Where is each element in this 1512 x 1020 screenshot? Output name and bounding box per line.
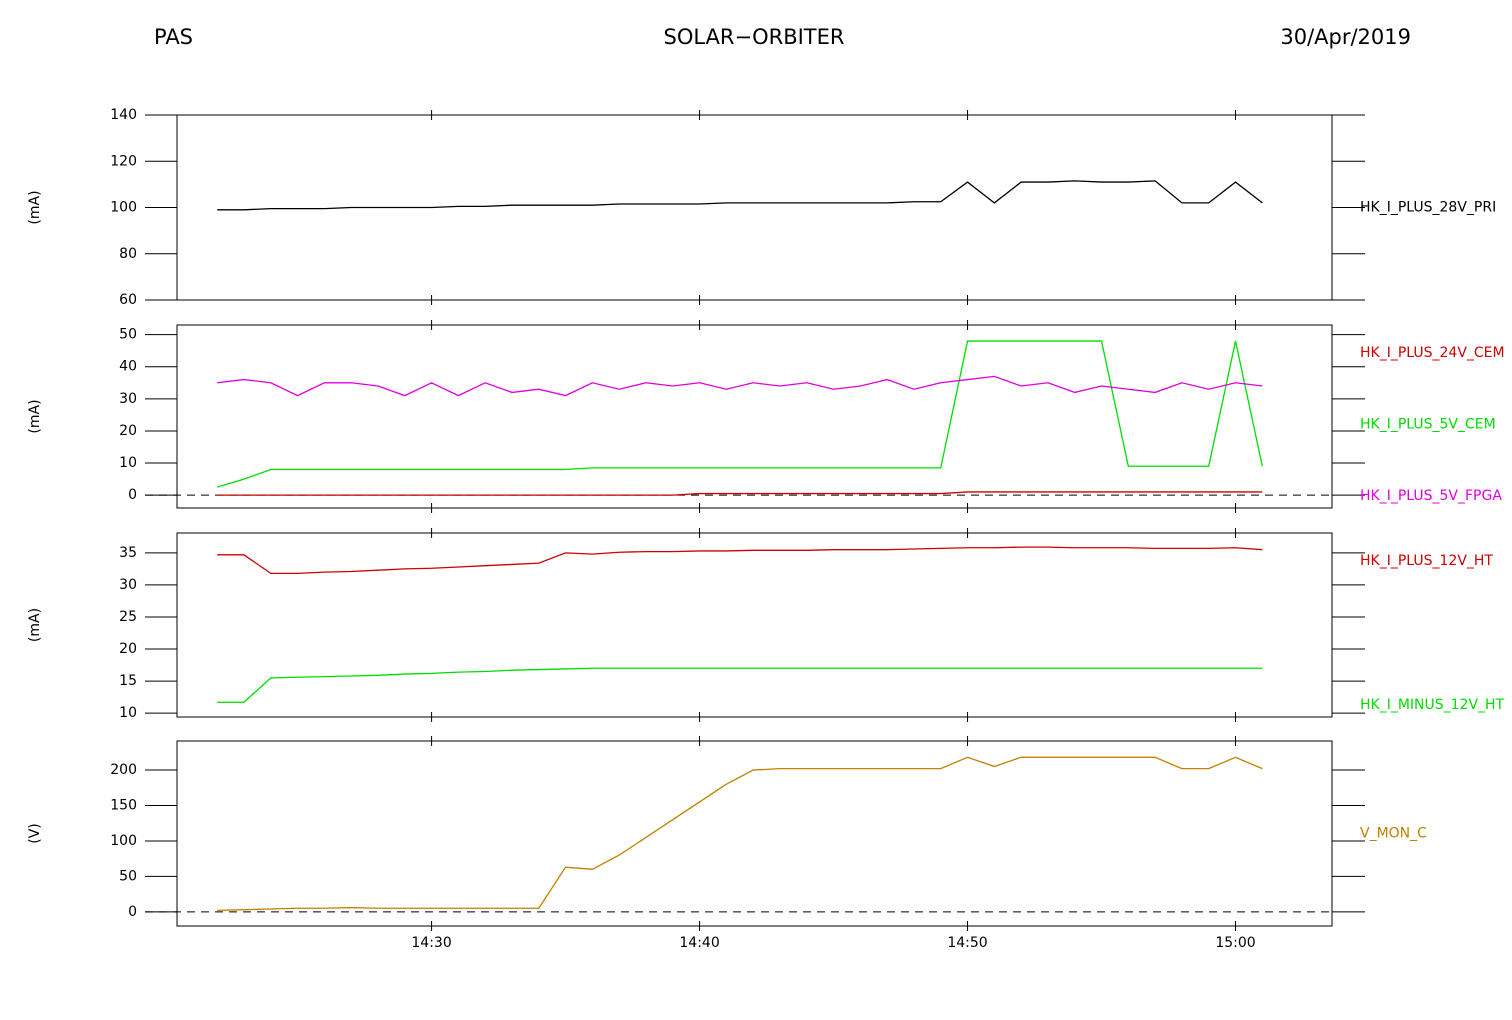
legend-entry: HK_I_PLUS_5V_FPGA [1360, 488, 1502, 504]
y-axis-label: (mA) [27, 190, 43, 224]
header-center: SOLAR−ORBITER [663, 25, 844, 49]
y-tick-label: 200 [110, 762, 137, 778]
y-tick-label: 20 [119, 423, 137, 439]
legend-entry: HK_I_PLUS_24V_CEM [1360, 345, 1505, 361]
y-tick-label: 15 [119, 673, 137, 689]
x-tick-label: 14:50 [947, 935, 987, 951]
legend-entry: HK_I_PLUS_12V_HT [1360, 553, 1493, 569]
y-tick-label: 120 [110, 153, 137, 169]
series-line [217, 756, 1263, 912]
y-tick-label: 30 [119, 391, 137, 407]
y-tick-label: 20 [119, 641, 137, 657]
y-tick-label: 100 [110, 833, 137, 849]
y-tick-label: 140 [110, 107, 137, 123]
plot-frame [176, 740, 1333, 927]
y-tick-label: 10 [119, 455, 137, 471]
header-left: PAS [154, 25, 193, 49]
y-tick-label: 10 [119, 705, 137, 721]
y-tick-label: 0 [128, 904, 137, 920]
legend-entry: HK_I_MINUS_12V_HT [1360, 697, 1505, 713]
x-tick-label: 15:00 [1215, 935, 1255, 951]
x-tick-label: 14:40 [679, 935, 719, 951]
y-tick-label: 30 [119, 577, 137, 593]
y-tick-label: 0 [128, 487, 137, 503]
y-tick-label: 25 [119, 609, 137, 625]
series-line [217, 546, 1263, 575]
y-tick-label: 80 [119, 246, 137, 262]
y-tick-label: 50 [119, 868, 137, 884]
y-tick-label: 35 [119, 545, 137, 561]
y-axis-label: (mA) [27, 399, 43, 433]
series-line [217, 375, 1263, 397]
series-line [217, 491, 1263, 496]
legend-entry: V_MON_C [1360, 826, 1427, 842]
y-tick-label: 100 [110, 200, 137, 216]
series-line [217, 340, 1263, 488]
x-tick-label: 14:30 [411, 935, 451, 951]
y-axis-label: (V) [27, 823, 43, 844]
plot-frame [176, 324, 1333, 509]
y-tick-label: 40 [119, 359, 137, 375]
y-tick-label: 60 [119, 292, 137, 308]
plot-frame [176, 532, 1333, 718]
series-line [217, 180, 1263, 211]
y-tick-label: 50 [119, 327, 137, 343]
y-tick-label: 150 [110, 798, 137, 814]
legend-entry: HK_I_PLUS_28V_PRI [1360, 200, 1496, 216]
header-right: 30/Apr/2019 [1280, 25, 1411, 49]
y-axis-label: (mA) [27, 608, 43, 642]
legend-entry: HK_I_PLUS_5V_CEM [1360, 417, 1496, 433]
series-line [217, 667, 1263, 703]
